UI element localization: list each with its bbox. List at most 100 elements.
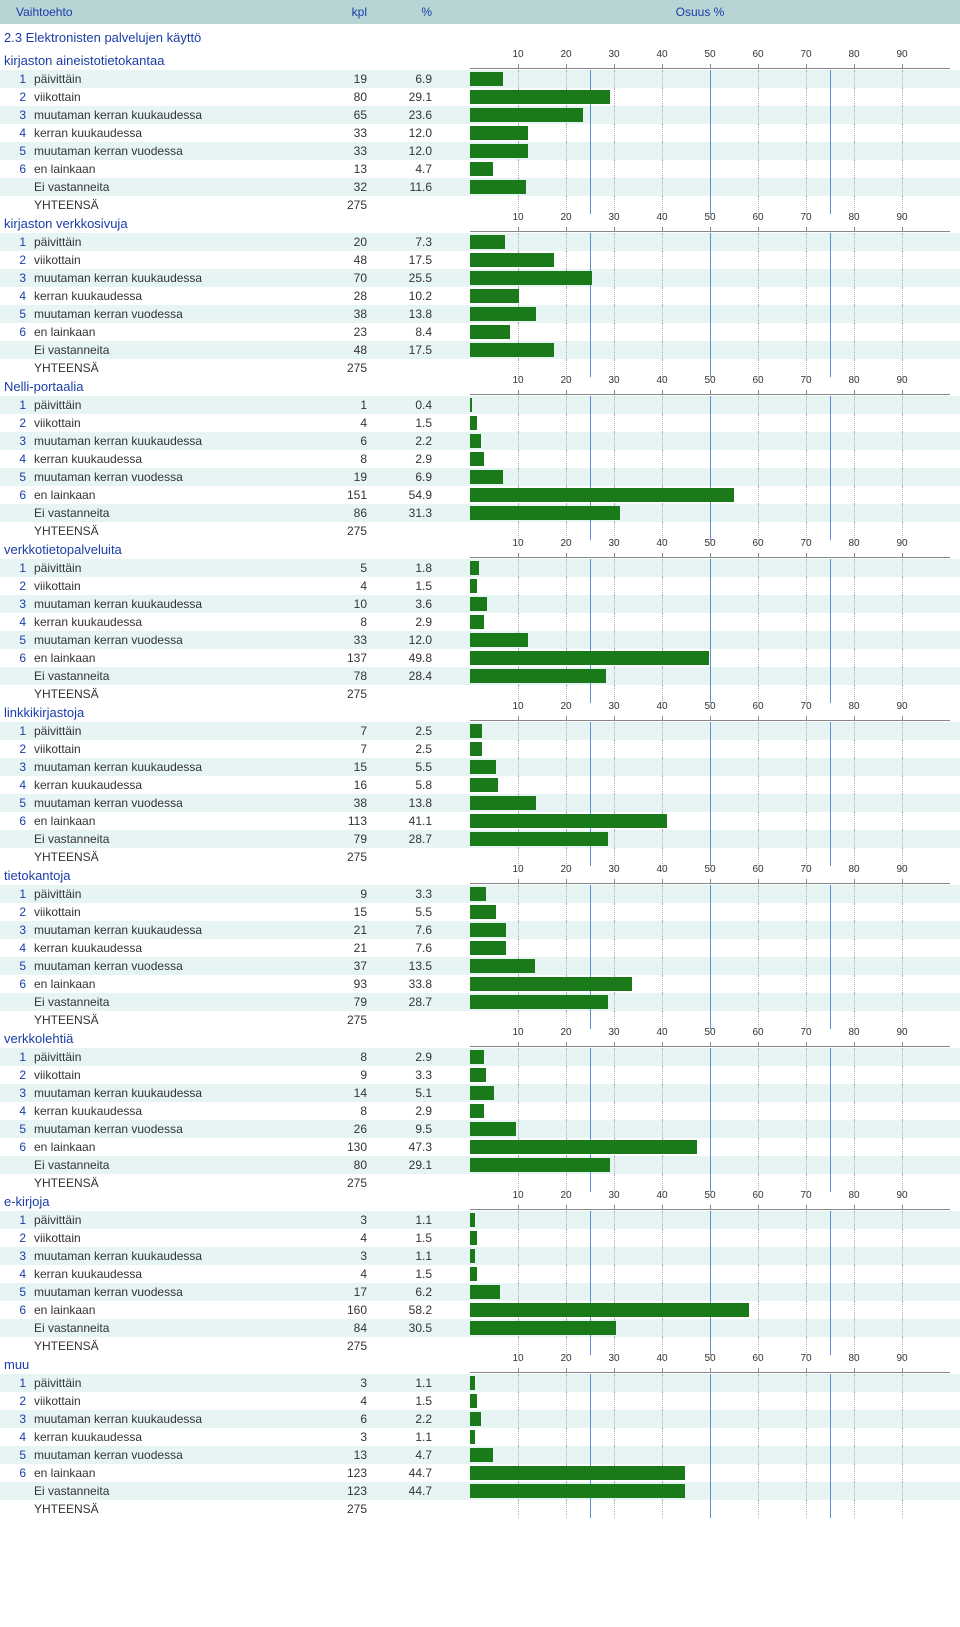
- total-label: YHTEENSÄ: [30, 524, 310, 538]
- bar: [470, 108, 583, 122]
- row-percent: 2.2: [375, 434, 440, 448]
- row-count: 5: [310, 561, 375, 575]
- row-percent: 1.5: [375, 1231, 440, 1245]
- table-row: 3muutaman kerran kuukaudessa217.6: [0, 921, 960, 939]
- row-label: en lainkaan: [30, 1466, 310, 1480]
- row-index: 2: [0, 1068, 30, 1082]
- row-count: 79: [310, 995, 375, 1009]
- total-row: YHTEENSÄ275: [0, 196, 960, 214]
- table-row: 5muutaman kerran vuodessa3813.8: [0, 305, 960, 323]
- row-index: 6: [0, 1140, 30, 1154]
- row-label: kerran kuukaudessa: [30, 615, 310, 629]
- row-index: 3: [0, 108, 30, 122]
- bar: [470, 416, 477, 430]
- bar: [470, 1050, 484, 1064]
- row-index: 2: [0, 90, 30, 104]
- row-index: 3: [0, 1412, 30, 1426]
- table-row: 2viikottain72.5: [0, 740, 960, 758]
- row-label: muutaman kerran vuodessa: [30, 1448, 310, 1462]
- row-index: 6: [0, 1303, 30, 1317]
- bar: [470, 742, 482, 756]
- bar: [470, 1231, 477, 1245]
- row-label: en lainkaan: [30, 162, 310, 176]
- row-label: muutaman kerran kuukaudessa: [30, 923, 310, 937]
- row-index: 3: [0, 923, 30, 937]
- table-row: 6en lainkaan11341.1: [0, 812, 960, 830]
- row-label: kerran kuukaudessa: [30, 1104, 310, 1118]
- header-percent: %: [375, 5, 440, 19]
- bar: [470, 1394, 477, 1408]
- table-row: 6en lainkaan15154.9: [0, 486, 960, 504]
- row-index: 1: [0, 1050, 30, 1064]
- row-count: 23: [310, 325, 375, 339]
- bar: [470, 1484, 685, 1498]
- row-index: 1: [0, 398, 30, 412]
- row-count: 33: [310, 126, 375, 140]
- row-count: 19: [310, 470, 375, 484]
- table-row: 3muutaman kerran kuukaudessa62.2: [0, 1410, 960, 1428]
- row-label: kerran kuukaudessa: [30, 941, 310, 955]
- table-row: 1päivittäin93.3: [0, 885, 960, 903]
- row-index: 3: [0, 434, 30, 448]
- row-index: 2: [0, 1394, 30, 1408]
- row-count: 3: [310, 1430, 375, 1444]
- table-row: 6en lainkaan13047.3: [0, 1138, 960, 1156]
- row-count: 137: [310, 651, 375, 665]
- table-row: 3muutaman kerran kuukaudessa7025.5: [0, 269, 960, 287]
- row-label: päivittäin: [30, 1213, 310, 1227]
- row-percent: 44.7: [375, 1484, 440, 1498]
- row-label: en lainkaan: [30, 977, 310, 991]
- row-count: 3: [310, 1213, 375, 1227]
- table-row: 1päivittäin51.8: [0, 559, 960, 577]
- table-row: 1päivittäin82.9: [0, 1048, 960, 1066]
- row-label: kerran kuukaudessa: [30, 1430, 310, 1444]
- row-index: 2: [0, 416, 30, 430]
- group: kirjaston aineistotietokantaa10203040506…: [0, 51, 960, 214]
- row-percent: 5.5: [375, 760, 440, 774]
- bar: [470, 506, 620, 520]
- table-row: 2viikottain41.5: [0, 1229, 960, 1247]
- row-count: 13: [310, 1448, 375, 1462]
- row-index: 4: [0, 1104, 30, 1118]
- row-label: viikottain: [30, 253, 310, 267]
- table-row: 6en lainkaan12344.7: [0, 1464, 960, 1482]
- bar: [470, 561, 479, 575]
- table-row: 4kerran kuukaudessa217.6: [0, 939, 960, 957]
- total-count: 275: [310, 687, 375, 701]
- row-percent: 13.8: [375, 796, 440, 810]
- row-percent: 7.6: [375, 923, 440, 937]
- table-row: Ei vastanneita3211.6: [0, 178, 960, 196]
- row-index: 1: [0, 1376, 30, 1390]
- row-percent: 33.8: [375, 977, 440, 991]
- row-percent: 7.6: [375, 941, 440, 955]
- total-row: YHTEENSÄ275: [0, 1174, 960, 1192]
- row-label: Ei vastanneita: [30, 995, 310, 1009]
- row-count: 32: [310, 180, 375, 194]
- row-percent: 3.3: [375, 887, 440, 901]
- table-row: 3muutaman kerran kuukaudessa6523.6: [0, 106, 960, 124]
- row-count: 21: [310, 941, 375, 955]
- header-option: Vaihtoehto: [0, 5, 310, 19]
- total-row: YHTEENSÄ275: [0, 359, 960, 377]
- row-count: 4: [310, 1267, 375, 1281]
- total-count: 275: [310, 1176, 375, 1190]
- row-count: 78: [310, 669, 375, 683]
- row-percent: 58.2: [375, 1303, 440, 1317]
- row-label: viikottain: [30, 1394, 310, 1408]
- row-count: 8: [310, 1104, 375, 1118]
- group: tietokantoja1020304050607080901päivittäi…: [0, 866, 960, 1029]
- row-label: en lainkaan: [30, 1303, 310, 1317]
- bar: [470, 271, 592, 285]
- group: kirjaston verkkosivuja102030405060708090…: [0, 214, 960, 377]
- row-index: 5: [0, 1448, 30, 1462]
- table-row: 2viikottain41.5: [0, 1392, 960, 1410]
- group: muu1020304050607080901päivittäin31.12vii…: [0, 1355, 960, 1518]
- row-percent: 4.7: [375, 162, 440, 176]
- row-label: päivittäin: [30, 235, 310, 249]
- table-row: 4kerran kuukaudessa165.8: [0, 776, 960, 794]
- row-count: 26: [310, 1122, 375, 1136]
- total-row: YHTEENSÄ275: [0, 1500, 960, 1518]
- table-row: 5muutaman kerran vuodessa134.7: [0, 1446, 960, 1464]
- bar: [470, 1086, 494, 1100]
- bar: [470, 1140, 697, 1154]
